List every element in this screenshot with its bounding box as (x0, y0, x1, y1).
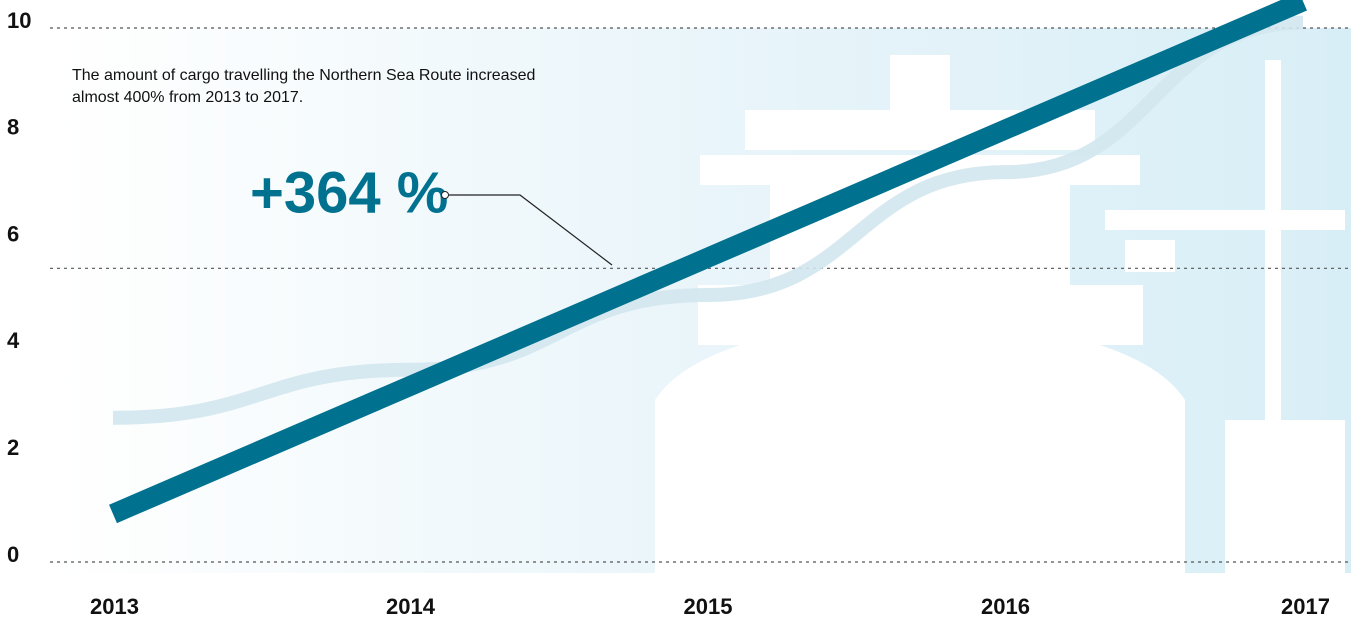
x-tick-label: 2017 (1281, 594, 1330, 619)
y-tick-label: 0 (7, 542, 19, 567)
x-tick-label: 2015 (684, 594, 733, 619)
y-tick-label: 10 (7, 8, 31, 33)
y-tick-label: 4 (7, 328, 20, 353)
chart: The amount of cargo travelling the North… (0, 0, 1351, 623)
y-tick-label: 2 (7, 435, 19, 460)
callout: +364 % (250, 160, 448, 225)
x-tick-label: 2013 (90, 594, 139, 619)
y-tick-label: 8 (7, 115, 19, 140)
y-tick-label: 6 (7, 221, 19, 246)
x-tick-label: 2016 (981, 594, 1030, 619)
x-tick-label: 2014 (386, 594, 436, 619)
callout-dot (442, 192, 449, 199)
